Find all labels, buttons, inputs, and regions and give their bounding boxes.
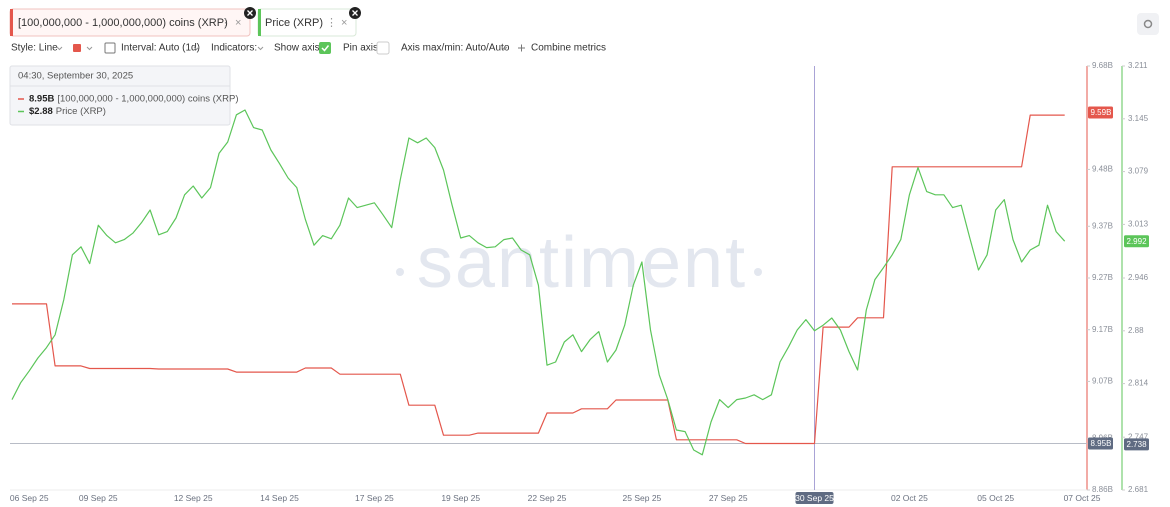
show-axis-checkbox[interactable] (319, 42, 331, 54)
x-tick-label: 30 Sep 25 (795, 493, 834, 503)
y-tick-label: 9.07B (1092, 377, 1113, 386)
y2-tick-label: 3.013 (1128, 220, 1149, 229)
y2-tick-label: 3.079 (1128, 167, 1149, 176)
chevron (56, 46, 63, 51)
y-tick-label: 9.17B (1092, 325, 1113, 334)
tab-close[interactable]: × (341, 17, 347, 29)
axis-minmax-option[interactable]: Axis max/min: Auto/Auto (401, 43, 510, 54)
tooltip (9, 65, 231, 126)
axis-badge-label: 8.95B (1091, 439, 1112, 448)
axis-badge-label: 9.59B (1091, 108, 1112, 117)
tab-menu[interactable]: ⋮ (220, 17, 231, 29)
axis-badge (1124, 438, 1149, 451)
axis-badge-label: 2.992 (1127, 237, 1148, 246)
axis-badge (1124, 235, 1149, 248)
y2-tick-label: 3.211 (1128, 61, 1148, 70)
color-swatch[interactable] (73, 44, 81, 52)
series-line (11, 109, 1066, 456)
tooltip-value: $2.88 (29, 106, 53, 117)
y-tick-label: 9.37B (1092, 221, 1113, 230)
combine-metrics-option[interactable]: Combine metrics (531, 43, 606, 54)
x-tick-label: 05 Oct 25 (977, 493, 1014, 503)
x-tick-label: 07 Oct 25 (1064, 493, 1101, 503)
tab-close[interactable]: × (235, 17, 241, 29)
x-highlight-badge (795, 492, 834, 504)
plot: 8.86B8.96B9.07B9.17B9.27B9.37B9.48B9.68B… (9, 61, 1149, 504)
y-tick-label: 9.68B (1092, 61, 1113, 70)
series-line (12, 114, 1065, 445)
pin-axis-label: Pin axis (343, 43, 378, 54)
y-tick-label: 8.86B (1092, 485, 1113, 494)
check-icon (321, 45, 330, 52)
tooltip-title: 04:30, September 30, 2025 (18, 71, 133, 82)
y2-tick-label: 2.814 (1128, 379, 1149, 388)
chevron (501, 46, 508, 51)
tab-label: Price (XRP) (265, 17, 323, 29)
x-tick-label: 02 Oct 25 (891, 493, 928, 503)
y2-tick-label: 3.145 (1128, 114, 1149, 123)
pin-axis-checkbox[interactable] (376, 41, 390, 55)
x-tick-label: 27 Sep 25 (709, 493, 748, 503)
chevron (193, 46, 200, 51)
x-tick-label: 25 Sep 25 (623, 493, 662, 503)
chevron (86, 46, 93, 51)
tab-menu[interactable]: ⋮ (326, 17, 337, 29)
tooltip-value: 8.95B (29, 94, 54, 105)
show-axis-label: Show axis (274, 43, 320, 54)
axis-badge (1088, 437, 1113, 450)
tab-color (10, 9, 13, 36)
x-tick-label: 12 Sep 25 (174, 493, 213, 503)
x-tick-label: 09 Sep 25 (79, 493, 118, 503)
plus-icon (518, 44, 525, 52)
tab-color (258, 9, 261, 36)
axis-badge (1088, 106, 1113, 119)
remove-icon (352, 10, 358, 16)
y2-tick-label: 2.681 (1128, 485, 1149, 494)
settings-button[interactable] (1137, 13, 1159, 35)
tooltip-name: Price (XRP) (56, 106, 106, 117)
calendar-icon (104, 42, 116, 54)
chevron (257, 46, 264, 51)
style-option[interactable]: Style: Line (11, 43, 58, 54)
y2-tick-label: 2.88 (1128, 326, 1144, 335)
remove-icon (247, 10, 253, 16)
axis-badge-label: 2.738 (1127, 440, 1148, 449)
indicators-option[interactable]: Indicators: (211, 43, 257, 54)
x-tick-label: 19 Sep 25 (441, 493, 480, 503)
y2-tick-label: 2.946 (1128, 273, 1149, 282)
settings-icon (1143, 19, 1153, 29)
x-tick-label: 06 Sep 25 (10, 493, 49, 503)
watermark-dot (396, 268, 404, 276)
tooltip-name: [100,000,000 - 1,000,000,000) coins (XRP… (57, 94, 238, 105)
x-tick-label: 17 Sep 25 (355, 493, 394, 503)
x-tick-label: 22 Sep 25 (528, 493, 567, 503)
y-tick-label: 9.48B (1092, 165, 1113, 174)
y-tick-label: 9.27B (1092, 273, 1113, 282)
watermark-dot (754, 268, 762, 276)
y2-tick-label: 2.747 (1128, 432, 1149, 441)
interval-option[interactable]: Interval: Auto (1d) (121, 43, 200, 54)
watermark: santiment (417, 223, 747, 303)
x-tick-label: 14 Sep 25 (260, 493, 299, 503)
tab-label: [100,000,000 - 1,000,000,000) coins (XRP… (18, 17, 228, 29)
